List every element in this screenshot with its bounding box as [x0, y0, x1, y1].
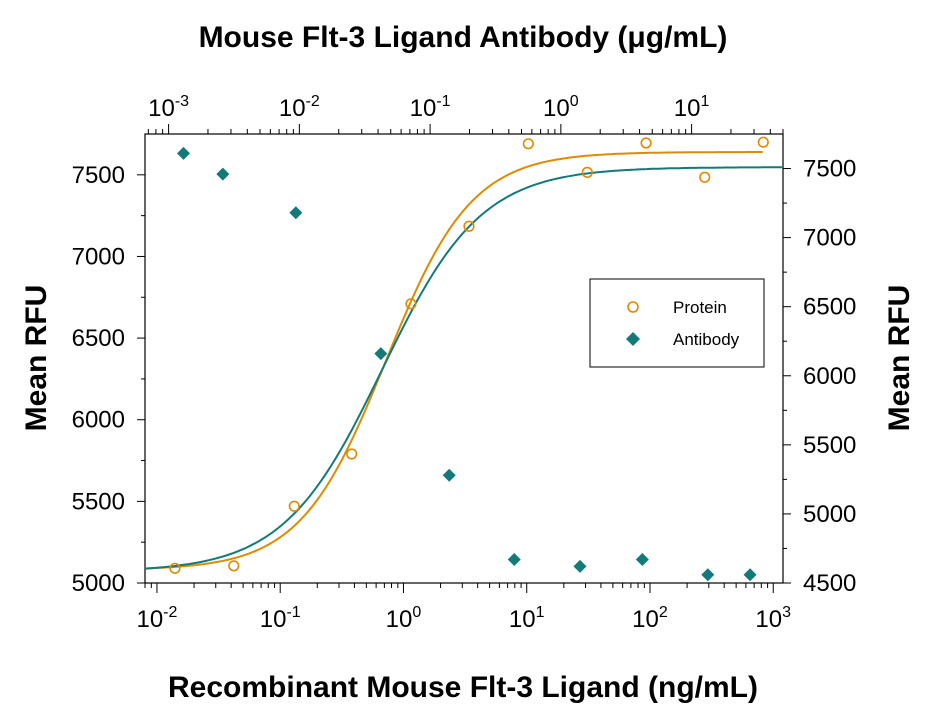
data-point-protein	[581, 166, 593, 178]
data-point-protein	[346, 448, 358, 460]
legend-marker-antibody	[626, 332, 640, 346]
y-axis-left-tick-label: 5000	[72, 570, 125, 597]
y-axis-left-tick-label: 7500	[72, 162, 125, 189]
data-point-antibody	[442, 468, 456, 482]
y-axis-label-right: Mean RFU	[883, 285, 916, 432]
legend: Protein Antibody	[589, 278, 765, 368]
y-axis-right-tick-label: 5500	[803, 432, 856, 459]
data-point-protein	[757, 136, 769, 148]
data-point-protein	[405, 298, 417, 310]
y-axis-right-tick-label: 7000	[803, 225, 856, 252]
x-axis-tick-label: 10-2	[136, 604, 177, 633]
x-axis-tick-label: 10-1	[260, 604, 301, 633]
data-point-protein	[288, 500, 300, 512]
x-axis-tick-label: 100	[386, 604, 422, 633]
data-point-antibody	[289, 206, 303, 220]
data-point-protein	[463, 220, 475, 232]
curves-layer	[144, 151, 783, 570]
y-axis-left-tick-label: 5500	[72, 488, 125, 515]
data-point-antibody	[216, 167, 230, 181]
legend-marker-protein	[627, 301, 639, 313]
y-axis-left-tick-label: 6000	[72, 407, 125, 434]
fit-curve-antibody	[144, 166, 783, 570]
data-point-antibody	[635, 553, 649, 567]
x2-axis-tick-label: 10-1	[410, 93, 451, 122]
y-axis-label-left: Mean RFU	[20, 285, 53, 432]
y-axis-left-tick-label: 6500	[72, 325, 125, 352]
y-axis-right-tick-label: 4500	[803, 570, 856, 597]
y-axis-right-tick-label: 6000	[803, 363, 856, 390]
x2-axis-tick-label: 100	[543, 93, 579, 122]
plot-area-border	[144, 133, 784, 584]
data-point-antibody	[507, 553, 521, 567]
legend-box	[589, 278, 765, 368]
x2-axis-tick-label: 101	[674, 93, 710, 122]
ticks-layer: 10-2 10-1 100 101 102 103 10-3 10-2 10-1 100 101 50…	[72, 93, 857, 633]
x-axis-label: Recombinant Mouse Flt-3 Ligand (ng/mL)	[168, 671, 758, 704]
y-axis-right-tick-label: 7500	[803, 156, 856, 183]
x-axis-tick-label: 103	[755, 604, 791, 633]
data-point-antibody	[743, 568, 757, 582]
chart-title: Mouse Flt-3 Ligand Antibody (μg/mL)	[199, 21, 728, 54]
data-point-antibody	[701, 568, 715, 582]
y-axis-left-tick-label: 7000	[72, 243, 125, 270]
x-axis-tick-label: 102	[632, 604, 668, 633]
fit-curve-protein	[144, 151, 763, 570]
plot-frame	[144, 133, 784, 584]
x2-axis-tick-label: 10-2	[279, 93, 320, 122]
x-axis-tick-label: 101	[509, 604, 545, 633]
data-point-antibody	[374, 347, 388, 361]
data-point-protein	[640, 137, 652, 149]
data-point-antibody	[176, 146, 190, 160]
data-point-protein	[169, 562, 181, 574]
data-point-protein	[699, 171, 711, 183]
legend-label-protein: Protein	[673, 298, 727, 317]
data-point-protein	[522, 138, 534, 150]
y-axis-right-tick-label: 6500	[803, 294, 856, 321]
data-point-antibody	[573, 559, 587, 573]
y-axis-right-tick-label: 5000	[803, 501, 856, 528]
points-layer	[169, 136, 769, 582]
legend-label-antibody: Antibody	[673, 330, 740, 349]
x2-axis-tick-label: 10-3	[148, 93, 189, 122]
data-point-protein	[228, 560, 240, 572]
